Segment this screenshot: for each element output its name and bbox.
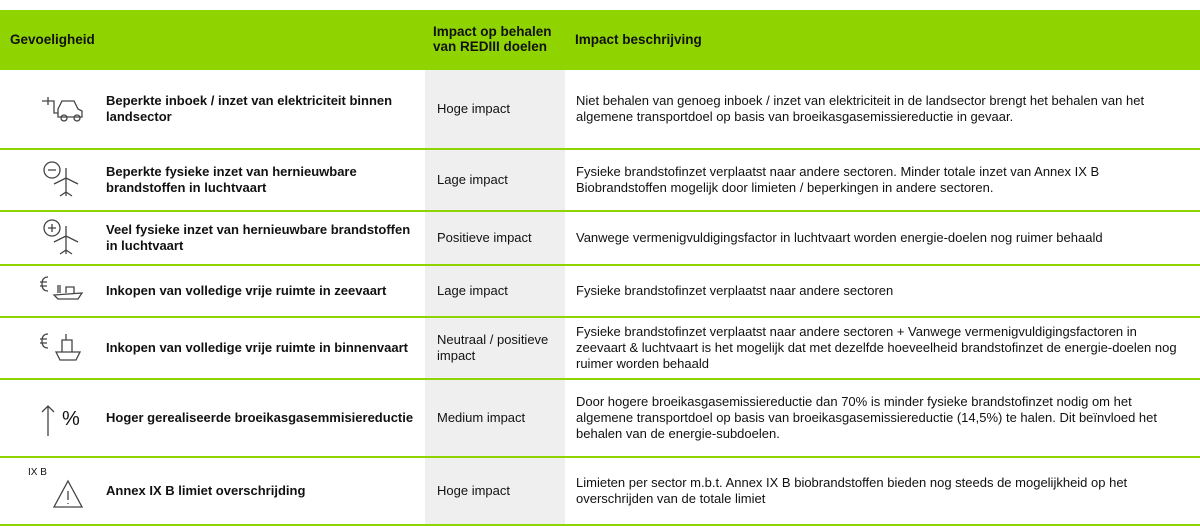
impact: Hoge impact (437, 483, 510, 498)
row-separator (0, 316, 1200, 318)
sensitivity: Inkopen van volledige vrije ruimte in bi… (106, 340, 408, 355)
header-band (0, 10, 1200, 68)
icon (52, 479, 84, 508)
impact-bg (425, 70, 565, 148)
header-cell: Impact op behalen van REDIII doelen (433, 24, 552, 54)
impact-bg (425, 458, 565, 524)
sensitivity: Annex IX B limiet overschrijding (106, 483, 306, 498)
header-cell: Impact beschrijving (575, 31, 702, 47)
row-separator (0, 210, 1200, 212)
row-separator (0, 68, 1200, 70)
description: Niet behalen van genoeg inboek / inzet v… (576, 93, 1145, 124)
icon-text: IX B (28, 467, 47, 478)
sensitivity: Inkopen van volledige vrije ruimte in ze… (106, 283, 387, 298)
row-separator (0, 264, 1200, 266)
icon (40, 333, 82, 361)
impact: Lage impact (437, 283, 508, 298)
row-separator (0, 524, 1200, 526)
sensitivity: Beperkte fysieke inzet van hernieuwbare … (106, 164, 357, 195)
icon (43, 219, 79, 255)
header-cell: Gevoeligheid (10, 31, 95, 47)
impact: Positieve impact (437, 230, 532, 245)
description: Limieten per sector m.b.t. Annex IX B bi… (576, 475, 1128, 506)
impact-bg (425, 150, 565, 210)
icon (43, 161, 79, 197)
description: Vanwege vermenigvuldigingsfactor in luch… (576, 230, 1103, 245)
row-separator (0, 456, 1200, 458)
row-separator (0, 378, 1200, 380)
impact-bg (425, 380, 565, 456)
impact: Hoge impact (437, 101, 510, 116)
description: Fysieke brandstofinzet verplaatst naar a… (576, 324, 1177, 371)
sensitivity: Hoger gerealiseerde broeikasgasemmisiere… (106, 410, 414, 425)
sensitivity: Beperkte inboek / inzet van elektricitei… (106, 93, 393, 124)
impact-bg (425, 318, 565, 378)
row-separator (0, 148, 1200, 150)
icon (42, 97, 83, 122)
icon (41, 405, 55, 436)
description: Fysieke brandstofinzet verplaatst naar a… (576, 283, 894, 298)
impact: Lage impact (437, 172, 508, 187)
icon-text: % (62, 408, 80, 430)
description: Door hogere broeikasgasemissiereductie d… (576, 394, 1158, 441)
description: Fysieke brandstofinzet verplaatst naar a… (576, 164, 1100, 195)
impact-bg (425, 266, 565, 316)
impact: Medium impact (437, 410, 526, 425)
icon (40, 276, 84, 300)
sensitivity: Veel fysieke inzet van hernieuwbare bran… (106, 222, 411, 253)
impact: Neutraal / positieve impact (437, 332, 549, 363)
impact-bg (425, 212, 565, 264)
